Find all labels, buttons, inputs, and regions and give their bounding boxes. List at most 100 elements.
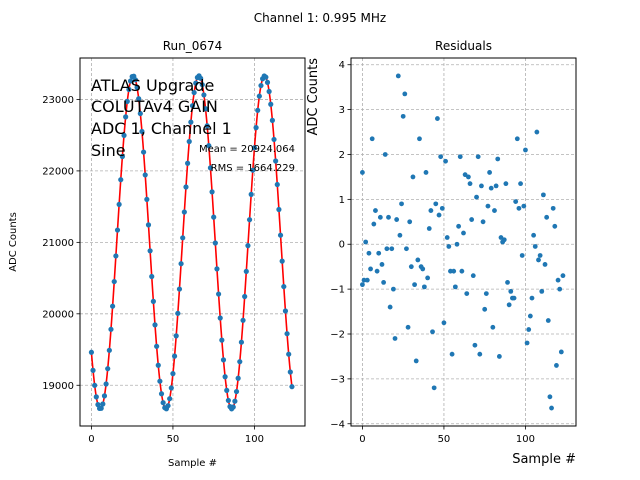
run-sample-point xyxy=(175,310,181,316)
residual-point xyxy=(426,226,432,231)
residual-point xyxy=(428,208,434,213)
run-sample-point xyxy=(136,96,142,102)
residual-point xyxy=(407,219,413,225)
run-sample-point xyxy=(232,398,238,404)
residual-point xyxy=(392,336,398,341)
run-sample-point xyxy=(149,273,155,280)
residual-point xyxy=(555,277,561,283)
residuals-y-tick-label: −1 xyxy=(330,285,345,296)
run-sample-point xyxy=(165,403,171,409)
run-sample-point xyxy=(284,331,290,337)
residual-point xyxy=(459,268,465,274)
run-sample-point xyxy=(100,401,106,407)
run-sample-point xyxy=(238,339,245,345)
residual-point xyxy=(511,295,517,301)
run-sample-point xyxy=(235,375,241,381)
run-grid xyxy=(80,58,305,426)
run-sample-point xyxy=(273,158,279,164)
residual-point xyxy=(487,170,492,175)
run-fit-line xyxy=(90,75,293,410)
residual-point xyxy=(441,320,447,326)
run-sample-point xyxy=(137,110,143,117)
run-sample-point xyxy=(93,394,99,400)
residual-point xyxy=(397,232,403,238)
run-sample-point xyxy=(237,359,243,365)
run-sample-point xyxy=(101,393,108,399)
residual-point xyxy=(433,201,439,207)
run-sample-point xyxy=(185,160,191,166)
run-sample-point xyxy=(108,326,114,332)
residual-point xyxy=(485,203,491,209)
run-sample-point xyxy=(155,362,161,368)
run-sample-point xyxy=(111,278,117,285)
residual-point xyxy=(516,205,522,211)
residuals-x-tick-label: 50 xyxy=(438,434,451,445)
run-sample-point xyxy=(106,347,112,353)
run-title: Run_0674 xyxy=(163,39,223,53)
residual-point xyxy=(519,253,525,258)
run-sample-point xyxy=(98,405,104,411)
run-sample-point xyxy=(251,145,258,151)
run-sample-point xyxy=(217,315,223,321)
residual-point xyxy=(552,223,558,229)
residuals-axes-frame xyxy=(350,57,577,427)
run-sample-point xyxy=(220,357,227,363)
run-sample-point xyxy=(215,291,222,297)
residual-point xyxy=(503,181,509,187)
residual-point xyxy=(540,192,546,198)
run-sample-point xyxy=(277,232,284,238)
run-sample-point xyxy=(147,248,153,254)
residual-point xyxy=(506,302,512,308)
residual-point xyxy=(379,262,385,267)
residual-point xyxy=(472,342,478,348)
residual-point xyxy=(464,291,470,297)
run-sample-point xyxy=(212,240,218,246)
residual-point xyxy=(529,295,535,301)
residuals-y-tick-label: −3 xyxy=(330,374,345,385)
run-sample-point xyxy=(180,235,186,241)
residual-point xyxy=(439,205,445,211)
run-sample-point xyxy=(157,378,163,384)
residual-point xyxy=(360,170,365,175)
residual-point xyxy=(539,288,545,294)
residual-point xyxy=(545,318,551,323)
run-sample-point xyxy=(211,214,217,220)
residual-point xyxy=(420,266,426,272)
residual-point xyxy=(505,279,510,285)
residuals-y-tick-label: 2 xyxy=(339,150,345,161)
run-sample-point xyxy=(144,196,150,202)
residual-point xyxy=(560,273,566,279)
residual-point xyxy=(443,158,448,164)
run-sample-point xyxy=(266,88,272,95)
residual-point xyxy=(412,282,417,288)
run-sample-point xyxy=(243,268,249,275)
run-sample-point xyxy=(88,349,95,355)
residuals-x-tick-label: 0 xyxy=(359,434,365,445)
residual-point xyxy=(544,214,550,220)
residual-point xyxy=(550,205,556,211)
annotation-line-4: Sine xyxy=(91,141,126,160)
residual-point xyxy=(454,241,460,247)
residual-point xyxy=(413,358,419,364)
run-sample-point xyxy=(242,293,248,300)
run-sample-point xyxy=(264,79,271,85)
residual-point xyxy=(467,181,473,187)
run-sample-point xyxy=(127,78,134,84)
residual-point xyxy=(470,273,476,279)
run-ticks: 0 50 100 19000 20000 21000 22000 23000 xyxy=(42,95,264,445)
residual-point xyxy=(415,257,421,263)
run-sample-point xyxy=(214,266,220,272)
residual-point xyxy=(400,113,406,119)
run-sample-point xyxy=(189,103,196,109)
residual-point xyxy=(423,170,429,175)
residual-point xyxy=(395,73,401,79)
run-sample-point xyxy=(176,286,183,292)
run-sample-point xyxy=(286,351,292,357)
run-sample-point xyxy=(145,222,152,228)
residual-point xyxy=(369,136,375,142)
run-sample-point xyxy=(253,125,259,131)
residual-point xyxy=(475,154,481,160)
residual-point xyxy=(456,223,462,229)
run-sample-point xyxy=(140,149,147,155)
